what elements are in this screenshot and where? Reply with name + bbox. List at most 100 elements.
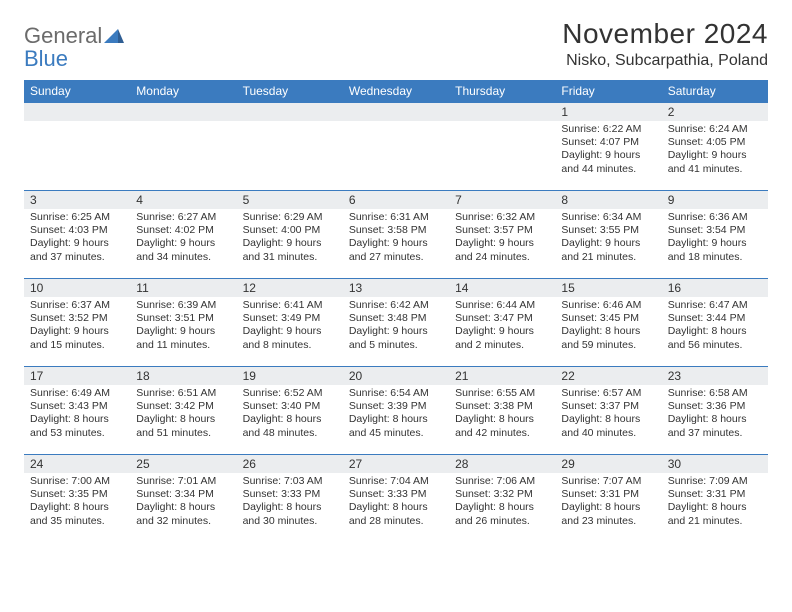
sunrise-text: Sunrise: 6:47 AM xyxy=(668,299,762,312)
day-details: Sunrise: 6:37 AMSunset: 3:52 PMDaylight:… xyxy=(24,297,130,356)
sunset-text: Sunset: 4:03 PM xyxy=(30,224,124,237)
logo-sail-icon xyxy=(104,23,124,48)
daylight-text: Daylight: 8 hours and 28 minutes. xyxy=(349,501,443,527)
logo: General Blue xyxy=(24,18,124,70)
day-number xyxy=(343,103,449,121)
calendar-cell: 6Sunrise: 6:31 AMSunset: 3:58 PMDaylight… xyxy=(343,191,449,279)
calendar-cell: 14Sunrise: 6:44 AMSunset: 3:47 PMDayligh… xyxy=(449,279,555,367)
sunrise-text: Sunrise: 6:54 AM xyxy=(349,387,443,400)
calendar-cell: 23Sunrise: 6:58 AMSunset: 3:36 PMDayligh… xyxy=(662,367,768,455)
sunrise-text: Sunrise: 7:04 AM xyxy=(349,475,443,488)
sunset-text: Sunset: 3:44 PM xyxy=(668,312,762,325)
day-number: 24 xyxy=(24,455,130,473)
day-details: Sunrise: 7:00 AMSunset: 3:35 PMDaylight:… xyxy=(24,473,130,532)
calendar-cell: 3Sunrise: 6:25 AMSunset: 4:03 PMDaylight… xyxy=(24,191,130,279)
calendar-page: General Blue November 2024 Nisko, Subcar… xyxy=(0,0,792,543)
daylight-text: Daylight: 8 hours and 23 minutes. xyxy=(561,501,655,527)
day-number: 26 xyxy=(237,455,343,473)
sunrise-text: Sunrise: 7:07 AM xyxy=(561,475,655,488)
calendar-cell: 28Sunrise: 7:06 AMSunset: 3:32 PMDayligh… xyxy=(449,455,555,543)
day-details: Sunrise: 6:55 AMSunset: 3:38 PMDaylight:… xyxy=(449,385,555,444)
sunset-text: Sunset: 3:37 PM xyxy=(561,400,655,413)
day-number: 4 xyxy=(130,191,236,209)
sunrise-text: Sunrise: 7:06 AM xyxy=(455,475,549,488)
daylight-text: Daylight: 9 hours and 24 minutes. xyxy=(455,237,549,263)
weekday-header: Saturday xyxy=(662,80,768,103)
calendar-cell: 17Sunrise: 6:49 AMSunset: 3:43 PMDayligh… xyxy=(24,367,130,455)
sunrise-text: Sunrise: 7:00 AM xyxy=(30,475,124,488)
day-number xyxy=(449,103,555,121)
day-number xyxy=(130,103,236,121)
day-details: Sunrise: 6:47 AMSunset: 3:44 PMDaylight:… xyxy=(662,297,768,356)
calendar-row: 3Sunrise: 6:25 AMSunset: 4:03 PMDaylight… xyxy=(24,191,768,279)
day-number: 12 xyxy=(237,279,343,297)
day-number: 28 xyxy=(449,455,555,473)
day-details: Sunrise: 7:03 AMSunset: 3:33 PMDaylight:… xyxy=(237,473,343,532)
sunset-text: Sunset: 3:55 PM xyxy=(561,224,655,237)
day-details: Sunrise: 7:04 AMSunset: 3:33 PMDaylight:… xyxy=(343,473,449,532)
sunset-text: Sunset: 3:49 PM xyxy=(243,312,337,325)
sunrise-text: Sunrise: 6:29 AM xyxy=(243,211,337,224)
daylight-text: Daylight: 8 hours and 48 minutes. xyxy=(243,413,337,439)
sunrise-text: Sunrise: 6:37 AM xyxy=(30,299,124,312)
weekday-header: Thursday xyxy=(449,80,555,103)
day-details: Sunrise: 6:46 AMSunset: 3:45 PMDaylight:… xyxy=(555,297,661,356)
sunrise-text: Sunrise: 6:22 AM xyxy=(561,123,655,136)
day-number: 30 xyxy=(662,455,768,473)
daylight-text: Daylight: 9 hours and 5 minutes. xyxy=(349,325,443,351)
day-details: Sunrise: 6:32 AMSunset: 3:57 PMDaylight:… xyxy=(449,209,555,268)
day-number: 11 xyxy=(130,279,236,297)
calendar-row: 17Sunrise: 6:49 AMSunset: 3:43 PMDayligh… xyxy=(24,367,768,455)
daylight-text: Daylight: 8 hours and 37 minutes. xyxy=(668,413,762,439)
logo-text: General Blue xyxy=(24,24,124,70)
sunset-text: Sunset: 3:48 PM xyxy=(349,312,443,325)
day-details: Sunrise: 6:22 AMSunset: 4:07 PMDaylight:… xyxy=(555,121,661,180)
calendar-cell: 5Sunrise: 6:29 AMSunset: 4:00 PMDaylight… xyxy=(237,191,343,279)
day-number: 19 xyxy=(237,367,343,385)
sunrise-text: Sunrise: 6:55 AM xyxy=(455,387,549,400)
daylight-text: Daylight: 9 hours and 31 minutes. xyxy=(243,237,337,263)
sunrise-text: Sunrise: 6:51 AM xyxy=(136,387,230,400)
sunrise-text: Sunrise: 6:49 AM xyxy=(30,387,124,400)
sunset-text: Sunset: 3:33 PM xyxy=(349,488,443,501)
day-number: 8 xyxy=(555,191,661,209)
daylight-text: Daylight: 9 hours and 27 minutes. xyxy=(349,237,443,263)
day-number: 16 xyxy=(662,279,768,297)
day-number: 13 xyxy=(343,279,449,297)
month-title: November 2024 xyxy=(562,18,768,50)
sunset-text: Sunset: 3:36 PM xyxy=(668,400,762,413)
calendar-row: 1Sunrise: 6:22 AMSunset: 4:07 PMDaylight… xyxy=(24,103,768,191)
day-details: Sunrise: 6:51 AMSunset: 3:42 PMDaylight:… xyxy=(130,385,236,444)
day-number: 21 xyxy=(449,367,555,385)
day-details: Sunrise: 6:24 AMSunset: 4:05 PMDaylight:… xyxy=(662,121,768,180)
calendar-cell: 2Sunrise: 6:24 AMSunset: 4:05 PMDaylight… xyxy=(662,103,768,191)
calendar-cell: 12Sunrise: 6:41 AMSunset: 3:49 PMDayligh… xyxy=(237,279,343,367)
calendar-cell: 25Sunrise: 7:01 AMSunset: 3:34 PMDayligh… xyxy=(130,455,236,543)
day-details: Sunrise: 6:44 AMSunset: 3:47 PMDaylight:… xyxy=(449,297,555,356)
sunset-text: Sunset: 3:58 PM xyxy=(349,224,443,237)
day-number: 15 xyxy=(555,279,661,297)
sunset-text: Sunset: 4:07 PM xyxy=(561,136,655,149)
calendar-cell xyxy=(237,103,343,191)
sunset-text: Sunset: 3:31 PM xyxy=(668,488,762,501)
sunset-text: Sunset: 3:39 PM xyxy=(349,400,443,413)
daylight-text: Daylight: 9 hours and 11 minutes. xyxy=(136,325,230,351)
sunset-text: Sunset: 3:33 PM xyxy=(243,488,337,501)
day-number: 6 xyxy=(343,191,449,209)
sunset-text: Sunset: 3:54 PM xyxy=(668,224,762,237)
day-number: 1 xyxy=(555,103,661,121)
daylight-text: Daylight: 8 hours and 21 minutes. xyxy=(668,501,762,527)
sunrise-text: Sunrise: 6:44 AM xyxy=(455,299,549,312)
sunrise-text: Sunrise: 7:01 AM xyxy=(136,475,230,488)
logo-line2: Blue xyxy=(24,46,68,71)
day-number: 10 xyxy=(24,279,130,297)
sunrise-text: Sunrise: 6:46 AM xyxy=(561,299,655,312)
sunrise-text: Sunrise: 7:09 AM xyxy=(668,475,762,488)
sunrise-text: Sunrise: 6:36 AM xyxy=(668,211,762,224)
calendar-cell: 10Sunrise: 6:37 AMSunset: 3:52 PMDayligh… xyxy=(24,279,130,367)
day-details: Sunrise: 6:25 AMSunset: 4:03 PMDaylight:… xyxy=(24,209,130,268)
sunrise-text: Sunrise: 6:41 AM xyxy=(243,299,337,312)
calendar-cell: 11Sunrise: 6:39 AMSunset: 3:51 PMDayligh… xyxy=(130,279,236,367)
sunrise-text: Sunrise: 6:58 AM xyxy=(668,387,762,400)
daylight-text: Daylight: 8 hours and 42 minutes. xyxy=(455,413,549,439)
